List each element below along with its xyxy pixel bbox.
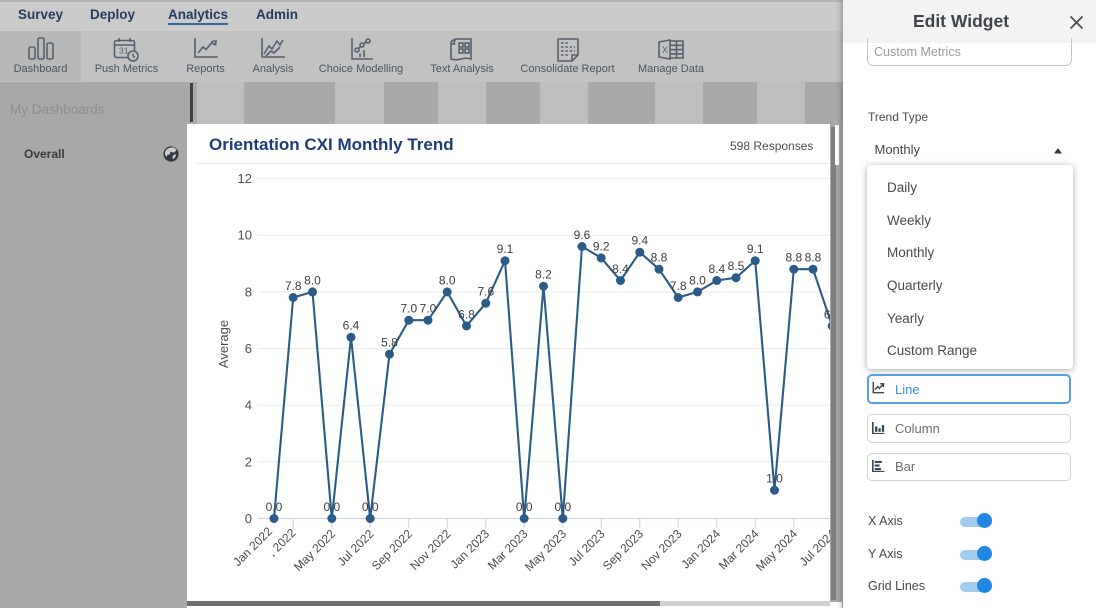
svg-text:7.8: 7.8 xyxy=(670,279,687,293)
svg-text:1.0: 1.0 xyxy=(766,472,783,486)
svg-text:0: 0 xyxy=(245,511,252,526)
svg-text:0.0: 0.0 xyxy=(516,500,533,514)
svg-text:8.4: 8.4 xyxy=(612,262,629,276)
svg-text:0.0: 0.0 xyxy=(323,500,340,514)
svg-text:X: X xyxy=(662,45,668,55)
svg-text:0.0: 0.0 xyxy=(554,500,571,514)
svg-text:9.4: 9.4 xyxy=(631,234,648,248)
svg-text:8.8: 8.8 xyxy=(785,251,802,265)
svg-text:2: 2 xyxy=(245,454,252,469)
svg-text:6.8: 6.8 xyxy=(458,307,475,321)
svg-text:6: 6 xyxy=(245,341,252,356)
svg-text:8.2: 8.2 xyxy=(535,268,552,282)
svg-text:Jul 2024: Jul 2024 xyxy=(797,526,830,568)
svg-text:0.0: 0.0 xyxy=(266,500,283,514)
svg-text:Sep 2022: Sep 2022 xyxy=(369,526,415,572)
svg-text:8.0: 8.0 xyxy=(304,273,321,287)
svg-text:May 2024: May 2024 xyxy=(753,526,800,573)
svg-text:31: 31 xyxy=(119,46,129,56)
svg-text:7.6: 7.6 xyxy=(477,285,494,299)
svg-text:8.8: 8.8 xyxy=(651,251,668,265)
svg-text:Jan 2023: Jan 2023 xyxy=(447,527,492,572)
svg-text:7.8: 7.8 xyxy=(285,279,302,293)
svg-text:9.1: 9.1 xyxy=(497,242,514,256)
svg-text:12: 12 xyxy=(238,171,252,186)
svg-text:Average: Average xyxy=(216,320,231,368)
svg-text:8.4: 8.4 xyxy=(708,262,725,276)
svg-text:10: 10 xyxy=(238,228,252,243)
svg-text:9.1: 9.1 xyxy=(747,242,764,256)
svg-text:8.0: 8.0 xyxy=(689,273,706,287)
svg-text:8.5: 8.5 xyxy=(728,259,745,273)
svg-text:8.8: 8.8 xyxy=(805,251,822,265)
svg-text:8.0: 8.0 xyxy=(439,273,456,287)
svg-text:Nov 2022: Nov 2022 xyxy=(407,526,453,572)
svg-text:8: 8 xyxy=(245,284,252,299)
svg-text:May 2023: May 2023 xyxy=(522,526,569,573)
svg-text:Nov 2023: Nov 2023 xyxy=(638,526,684,572)
svg-text:6.8: 6.8 xyxy=(824,307,830,321)
svg-text:7.0: 7.0 xyxy=(400,302,417,316)
svg-text:May 2022: May 2022 xyxy=(291,526,338,573)
svg-text:Jan 2024: Jan 2024 xyxy=(678,527,723,572)
svg-text:5.8: 5.8 xyxy=(381,336,398,350)
svg-text:9.2: 9.2 xyxy=(593,239,610,253)
svg-text:6.4: 6.4 xyxy=(343,319,360,333)
svg-text:Sep 2023: Sep 2023 xyxy=(600,526,646,572)
svg-text:9.6: 9.6 xyxy=(574,228,591,242)
svg-text:0.0: 0.0 xyxy=(362,500,379,514)
svg-text:7.0: 7.0 xyxy=(420,302,437,316)
svg-text:4: 4 xyxy=(245,398,252,413)
